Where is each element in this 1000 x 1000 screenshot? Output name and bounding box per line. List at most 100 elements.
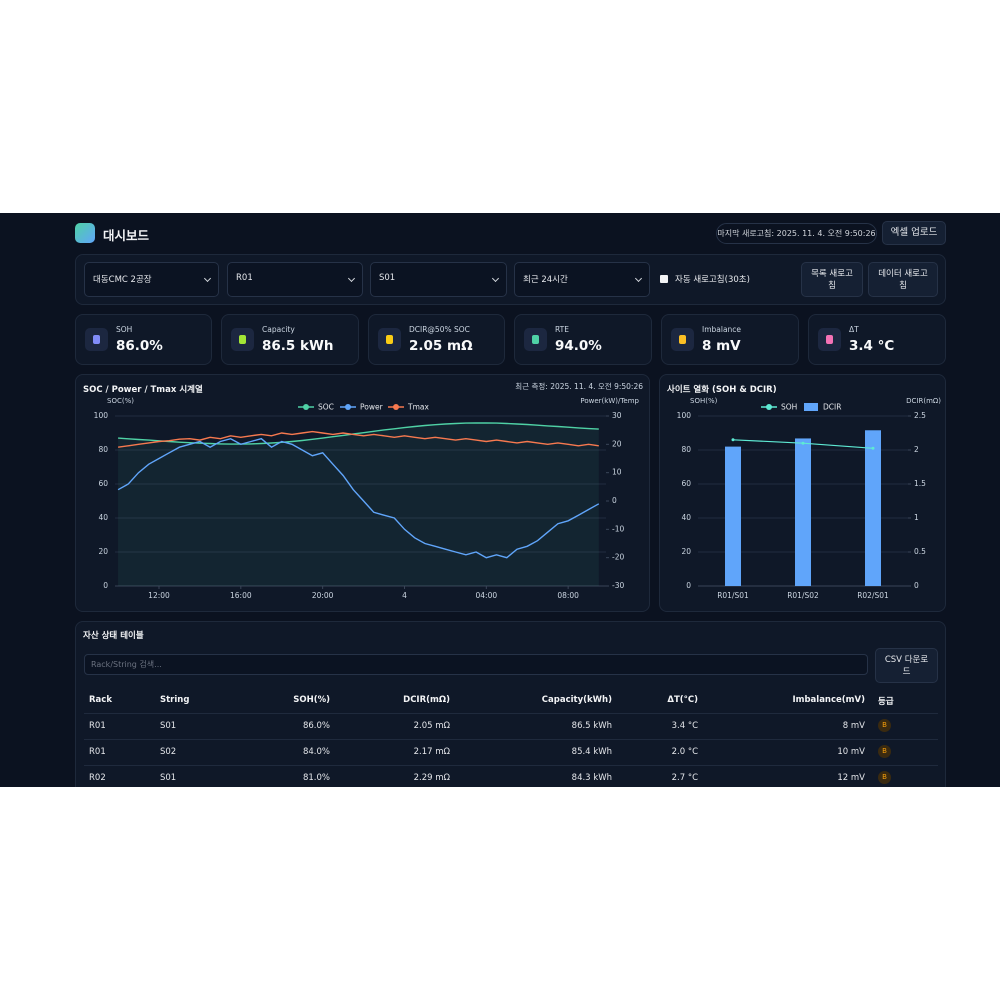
y2-tick-label: 30 bbox=[612, 411, 622, 420]
x-tick-label: R01/S01 bbox=[717, 591, 749, 600]
line bbox=[118, 430, 599, 448]
x-tick-label: 16:00 bbox=[230, 591, 252, 600]
kpi-icon bbox=[524, 328, 547, 351]
chart-title: SOC / Power / Tmax 시계열 bbox=[83, 385, 203, 395]
table-cell: 86.5 kWh bbox=[571, 721, 612, 731]
search-input[interactable]: Rack/String 검색... bbox=[84, 654, 868, 675]
table-header: String bbox=[160, 695, 190, 705]
kpi-card: SOH 86.0% bbox=[75, 314, 212, 365]
y-tick-label: 0 bbox=[686, 581, 691, 590]
x-tick-label: R02/S01 bbox=[857, 591, 889, 600]
y-tick-label: 60 bbox=[98, 479, 108, 488]
table-cell: R01 bbox=[89, 721, 106, 731]
y2-tick-label: 10 bbox=[612, 468, 622, 477]
kpi-icon-glyph bbox=[386, 335, 393, 344]
x-tick-label: 4 bbox=[402, 591, 407, 600]
table-header: Imbalance(mV) bbox=[792, 695, 865, 705]
table-header: ΔT(°C) bbox=[667, 695, 698, 705]
legend-label: Tmax bbox=[407, 403, 429, 412]
kpi-icon-glyph bbox=[239, 335, 246, 344]
y2-tick-label: -30 bbox=[612, 581, 624, 590]
kpi-card: RTE 94.0% bbox=[514, 314, 652, 365]
table-cell: 3.4 °C bbox=[671, 721, 698, 731]
csv-button[interactable]: CSV 다운로드 bbox=[875, 648, 938, 683]
select[interactable]: R01 bbox=[227, 262, 363, 297]
y2-tick-label: 1 bbox=[914, 513, 919, 522]
kpi-value: 3.4 °C bbox=[849, 338, 895, 354]
y-axis-title: SOH(%) bbox=[690, 397, 718, 405]
kpi-card: ΔT 3.4 °C bbox=[808, 314, 946, 365]
kpi-value: 86.5 kWh bbox=[262, 338, 334, 354]
x-tick-label: R01/S02 bbox=[787, 591, 819, 600]
table-cell: 8 mV bbox=[842, 721, 865, 731]
legend-label: Power bbox=[360, 403, 384, 412]
legend-swatch bbox=[345, 404, 351, 410]
y-tick-label: 0 bbox=[103, 581, 108, 590]
checkbox[interactable] bbox=[660, 275, 668, 283]
refresh-button[interactable]: 목록 새로고침 bbox=[801, 262, 863, 297]
table-cell: R01 bbox=[89, 747, 106, 757]
y-tick-label: 20 bbox=[681, 547, 691, 556]
filter-panel bbox=[75, 254, 946, 305]
kpi-label: Imbalance bbox=[702, 325, 742, 334]
logo bbox=[75, 223, 95, 243]
kpi-icon bbox=[231, 328, 254, 351]
page-title: 대시보드 bbox=[103, 228, 150, 243]
table-cell: 10 mV bbox=[837, 747, 865, 757]
table-cell: 2.29 mΩ bbox=[413, 773, 450, 783]
y2-axis-title: DCIR(mΩ) bbox=[906, 397, 941, 405]
kpi-label: SOH bbox=[116, 325, 133, 334]
legend-label: SOC bbox=[318, 403, 334, 412]
table-cell: 81.0% bbox=[302, 773, 330, 783]
legend-swatch bbox=[303, 404, 309, 410]
y2-tick-label: 20 bbox=[612, 439, 622, 448]
line bbox=[118, 422, 599, 445]
kpi-value: 94.0% bbox=[555, 338, 602, 354]
legend-swatch bbox=[766, 404, 772, 410]
point bbox=[871, 446, 875, 450]
select[interactable]: 대동CMC 2공장 bbox=[84, 262, 219, 297]
grade-badge: B bbox=[878, 771, 891, 784]
select[interactable]: S01 bbox=[370, 262, 507, 297]
refresh-button[interactable]: 데이터 새로고침 bbox=[868, 262, 938, 297]
kpi-value: 86.0% bbox=[116, 338, 163, 354]
kpi-value: 2.05 mΩ bbox=[409, 338, 473, 354]
y2-tick-label: 1.5 bbox=[914, 479, 926, 488]
y2-tick-label: 0 bbox=[914, 581, 919, 590]
y2-tick-label: 2.5 bbox=[914, 411, 926, 420]
y-tick-label: 40 bbox=[98, 513, 108, 522]
grade-badge: B bbox=[878, 745, 891, 758]
row-divider bbox=[84, 713, 938, 714]
x-tick-label: 08:00 bbox=[557, 591, 579, 600]
kpi-label: DCIR@50% SOC bbox=[409, 325, 470, 334]
kpi-label: ΔT bbox=[849, 325, 859, 334]
kpi-icon bbox=[378, 328, 401, 351]
select[interactable]: 최근 24시간 bbox=[514, 262, 650, 297]
legend-swatch bbox=[804, 403, 818, 411]
y-tick-label: 20 bbox=[98, 547, 108, 556]
table-cell: 84.3 kWh bbox=[571, 773, 612, 783]
table-header: Capacity(kWh) bbox=[541, 695, 612, 705]
y-tick-label: 60 bbox=[681, 479, 691, 488]
x-tick-label: 12:00 bbox=[148, 591, 170, 600]
table-cell: 86.0% bbox=[302, 721, 330, 731]
table-cell: 12 mV bbox=[837, 773, 865, 783]
checkbox-label: 자동 새로고침(30초) bbox=[675, 275, 750, 285]
table-cell: 85.4 kWh bbox=[571, 747, 612, 757]
kpi-card: Imbalance 8 mV bbox=[661, 314, 799, 365]
table-cell: 2.17 mΩ bbox=[413, 747, 450, 757]
select-text: 최근 24시간 bbox=[523, 275, 568, 285]
x-tick-label: 04:00 bbox=[476, 591, 498, 600]
upload-button[interactable]: 엑셀 업로드 bbox=[882, 221, 946, 245]
y-tick-label: 80 bbox=[98, 445, 108, 454]
kpi-label: RTE bbox=[555, 325, 569, 334]
bar bbox=[865, 430, 881, 586]
x-tick-label: 20:00 bbox=[312, 591, 334, 600]
search-placeholder: Rack/String 검색... bbox=[91, 660, 162, 669]
legend-label: SOH bbox=[781, 403, 797, 412]
bar bbox=[725, 446, 741, 586]
legend-label: DCIR bbox=[823, 403, 841, 412]
table-header: 등급 bbox=[878, 697, 894, 707]
